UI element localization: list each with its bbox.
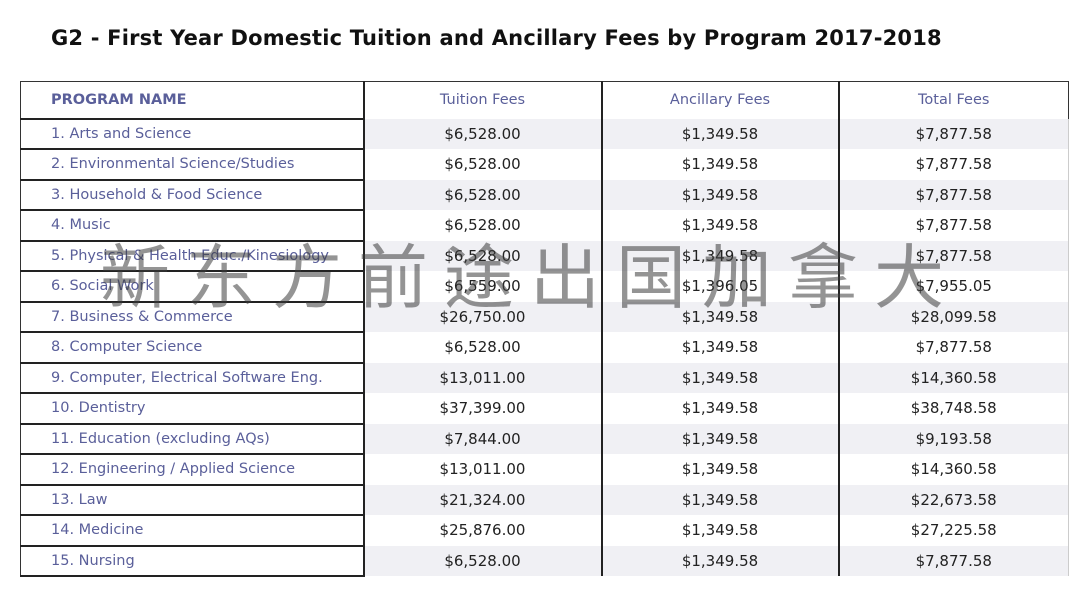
column-header-total-fees: Total Fees [838,81,1069,119]
total-cell: $7,877.58 [838,210,1069,241]
program-name-cell: 7. Business & Commerce [20,301,365,333]
program-name-cell: 6. Social Work [20,271,365,303]
program-name-cell: 3. Household & Food Science [20,179,365,211]
total-cell: $7,955.05 [838,271,1069,302]
ancillary-cell: $1,349.58 [601,393,840,424]
table-row: 14. Medicine $25,876.00 $1,349.58 $27,22… [20,515,1069,547]
column-header-tuition-fees: Tuition Fees [363,81,603,119]
total-cell: $22,673.58 [838,484,1069,515]
table-body: 1. Arts and Science $6,528.00 $1,349.58 … [20,118,1069,577]
ancillary-cell: $1,349.58 [601,210,840,241]
program-name-cell: 15. Nursing [20,545,365,577]
total-cell: $7,877.58 [838,118,1069,149]
total-cell: $38,748.58 [838,393,1069,424]
ancillary-cell: $1,396.05 [601,271,840,302]
tuition-cell: $13,011.00 [363,454,603,485]
table-row: 5. Physical & Health Educ./Kinesiology $… [20,240,1069,272]
tuition-cell: $21,324.00 [363,484,603,515]
total-cell: $7,877.58 [838,545,1069,576]
table-row: 2. Environmental Science/Studies $6,528.… [20,149,1069,181]
table-row: 11. Education (excluding AQs) $7,844.00 … [20,423,1069,455]
tuition-cell: $6,528.00 [363,545,603,576]
tuition-cell: $7,844.00 [363,423,603,454]
tuition-cell: $25,876.00 [363,515,603,546]
tuition-cell: $6,559.00 [363,271,603,302]
total-cell: $28,099.58 [838,301,1069,332]
tuition-cell: $6,528.00 [363,118,603,149]
ancillary-cell: $1,349.58 [601,149,840,180]
program-name-cell: 5. Physical & Health Educ./Kinesiology [20,240,365,272]
program-name-cell: 1. Arts and Science [20,118,365,150]
table-row: 13. Law $21,324.00 $1,349.58 $22,673.58 [20,484,1069,516]
ancillary-cell: $1,349.58 [601,545,840,576]
ancillary-cell: $1,349.58 [601,179,840,210]
table-row: 6. Social Work $6,559.00 $1,396.05 $7,95… [20,271,1069,303]
table-row: 10. Dentistry $37,399.00 $1,349.58 $38,7… [20,393,1069,425]
ancillary-cell: $1,349.58 [601,332,840,363]
program-name-cell: 10. Dentistry [20,393,365,425]
program-name-cell: 13. Law [20,484,365,516]
table-row: 9. Computer, Electrical Software Eng. $1… [20,362,1069,394]
ancillary-cell: $1,349.58 [601,423,840,454]
page-title: G2 - First Year Domestic Tuition and Anc… [51,26,942,50]
tuition-cell: $37,399.00 [363,393,603,424]
tuition-cell: $6,528.00 [363,210,603,241]
tuition-cell: $6,528.00 [363,149,603,180]
tuition-cell: $6,528.00 [363,240,603,271]
program-name-cell: 11. Education (excluding AQs) [20,423,365,455]
program-name-cell: 2. Environmental Science/Studies [20,149,365,181]
fees-table: PROGRAM NAME Tuition Fees Ancillary Fees… [20,81,1069,577]
total-cell: $27,225.58 [838,515,1069,546]
total-cell: $9,193.58 [838,423,1069,454]
table-row: 15. Nursing $6,528.00 $1,349.58 $7,877.5… [20,545,1069,577]
table-row: 8. Computer Science $6,528.00 $1,349.58 … [20,332,1069,364]
column-header-ancillary-fees: Ancillary Fees [601,81,840,119]
table-row: 4. Music $6,528.00 $1,349.58 $7,877.58 [20,210,1069,242]
table-row: 7. Business & Commerce $26,750.00 $1,349… [20,301,1069,333]
tuition-cell: $6,528.00 [363,332,603,363]
total-cell: $14,360.58 [838,362,1069,393]
ancillary-cell: $1,349.58 [601,362,840,393]
total-cell: $7,877.58 [838,240,1069,271]
ancillary-cell: $1,349.58 [601,240,840,271]
program-name-cell: 12. Engineering / Applied Science [20,454,365,486]
tuition-cell: $26,750.00 [363,301,603,332]
program-name-cell: 4. Music [20,210,365,242]
tuition-cell: $13,011.00 [363,362,603,393]
ancillary-cell: $1,349.58 [601,301,840,332]
table-header-row: PROGRAM NAME Tuition Fees Ancillary Fees… [20,81,1069,120]
total-cell: $7,877.58 [838,149,1069,180]
table-row: 3. Household & Food Science $6,528.00 $1… [20,179,1069,211]
ancillary-cell: $1,349.58 [601,118,840,149]
table-row: 1. Arts and Science $6,528.00 $1,349.58 … [20,118,1069,150]
ancillary-cell: $1,349.58 [601,484,840,515]
total-cell: $7,877.58 [838,332,1069,363]
program-name-cell: 8. Computer Science [20,332,365,364]
total-cell: $14,360.58 [838,454,1069,485]
column-header-program-name: PROGRAM NAME [20,81,365,120]
program-name-cell: 14. Medicine [20,515,365,547]
ancillary-cell: $1,349.58 [601,454,840,485]
program-name-cell: 9. Computer, Electrical Software Eng. [20,362,365,394]
table-row: 12. Engineering / Applied Science $13,01… [20,454,1069,486]
tuition-cell: $6,528.00 [363,179,603,210]
ancillary-cell: $1,349.58 [601,515,840,546]
total-cell: $7,877.58 [838,179,1069,210]
